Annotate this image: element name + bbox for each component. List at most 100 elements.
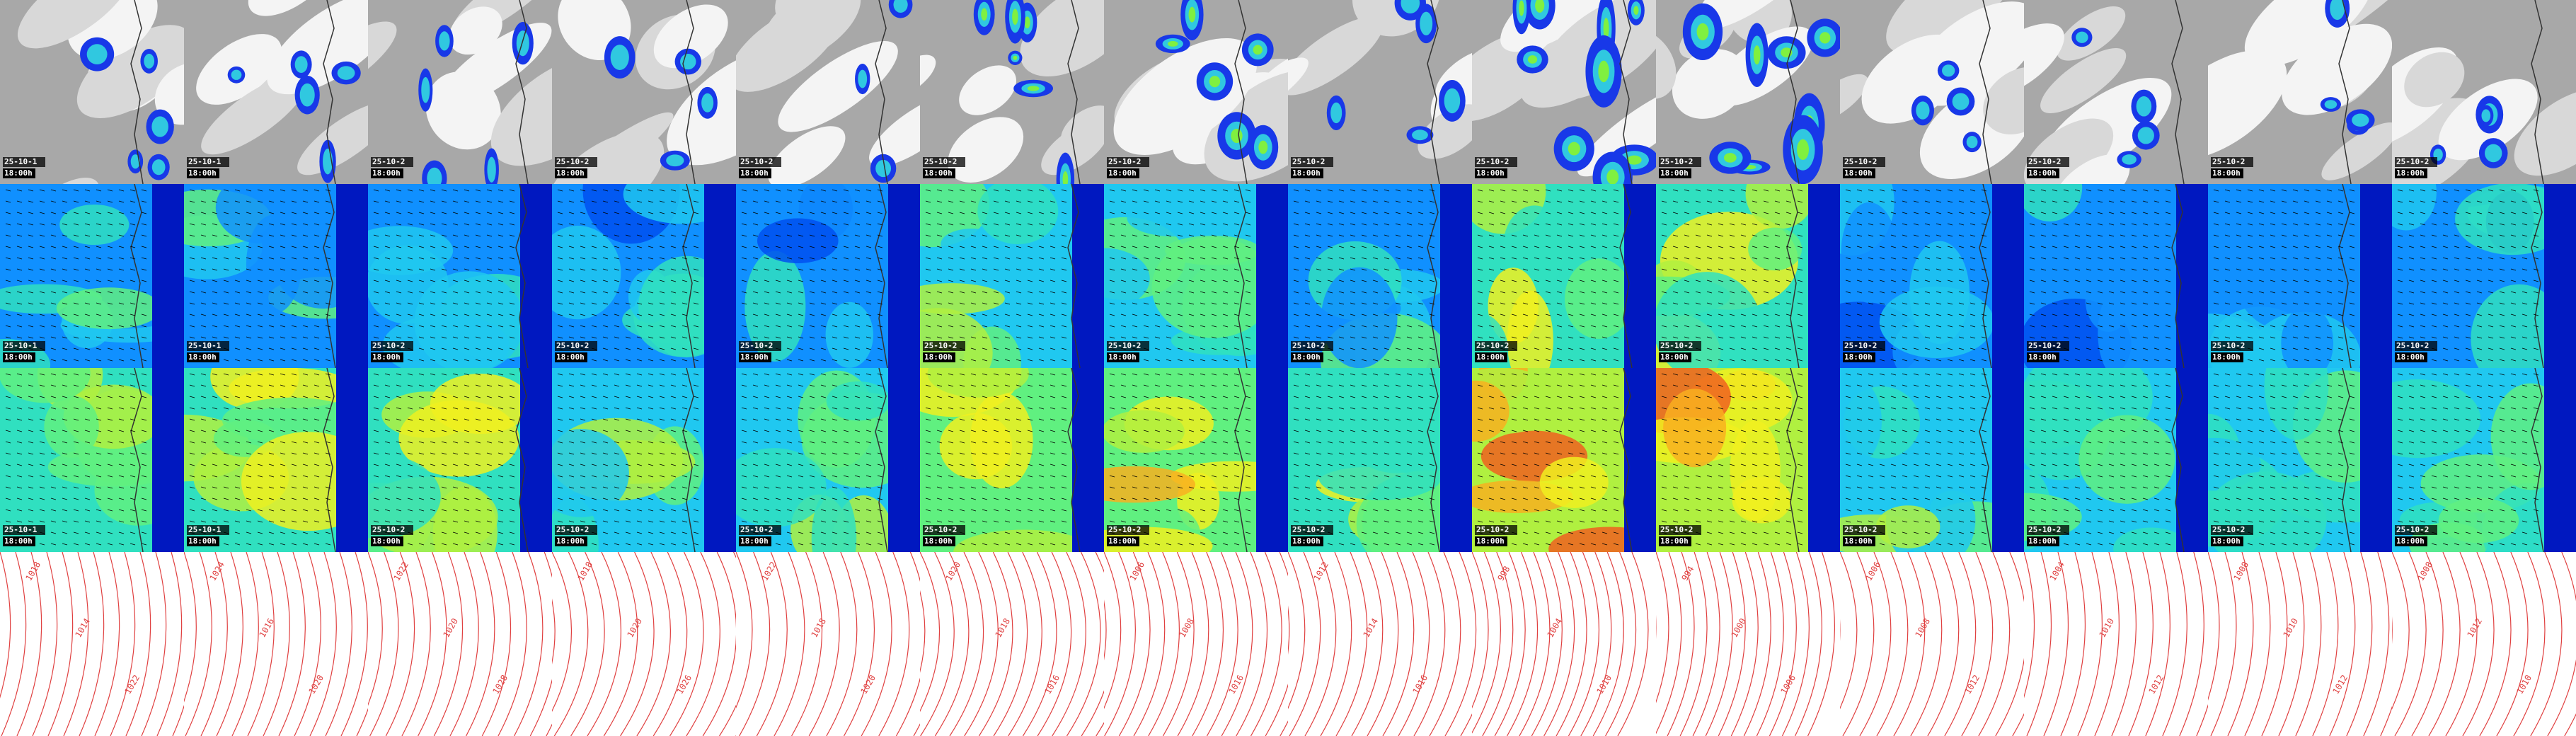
wind-arrow [73,418,79,421]
wind-arrow [1556,234,1563,237]
wind-arrow [602,291,609,294]
wind-arrow [602,430,609,432]
wind-arrow [936,189,943,192]
wind-arrow [200,280,207,282]
wind-arrow [452,314,459,316]
wind-arrow [1602,325,1608,328]
wind-arrow [407,475,413,478]
wind-arrow [498,441,504,444]
wind-arrow [1050,200,1056,203]
wind-arrow [1981,234,1987,237]
wind-arrow [475,486,481,489]
wind-arrow [970,520,977,523]
wind-arrow [28,407,34,410]
wind-arrow [693,441,699,444]
wind-arrow [809,325,815,328]
wind-arrow [741,396,747,398]
wind-arrow [1050,212,1056,214]
wind-arrow [384,291,391,294]
wind-arrow [1234,314,1240,316]
wind-arrow [1890,336,1897,339]
wind-arrow [1384,234,1390,237]
wind-arrow [96,430,102,432]
wind-arrow [118,257,125,260]
wind-arrow [418,291,425,294]
wind-arrow [1304,314,1311,316]
wind-arrow [1350,212,1356,214]
wind-arrow [396,430,402,432]
wind-arrow [1050,441,1056,444]
wind-arrow [1740,246,1747,248]
wind-arrow [982,373,988,376]
wind-arrow [1684,246,1690,248]
label-box [555,536,587,546]
wind-arrow [2476,200,2483,203]
wind-arrow [1200,359,1206,362]
wind-arrow [189,452,195,455]
wind-arrow [2154,314,2160,316]
wind-arrow [384,373,391,376]
wind-arrow [866,396,872,398]
wind-arrow [50,531,57,534]
wind-arrow [430,452,436,455]
wind-arrow [1684,336,1690,339]
wind-arrow [614,302,620,305]
wind-arrow [130,257,136,260]
wind-arrow [486,200,493,203]
wind-arrow [1579,280,1585,282]
wind-arrow [2063,234,2069,237]
wind-arrow [925,200,931,203]
wind-arrow [2131,234,2137,237]
wind-arrow [84,246,91,248]
precip [1330,102,1342,124]
wind-arrow [84,452,91,455]
wind-arrow [1200,257,1206,260]
wind-arrow [2247,234,2253,237]
wind-arrow [1050,336,1056,339]
wind-arrow [373,314,379,316]
wind-arrow [809,407,815,410]
wind-arrow [568,418,575,421]
wind-arrow [325,302,331,305]
field [222,397,362,444]
wind-arrow [693,509,699,512]
wind-arrow [820,280,827,282]
wind-arrow [1534,347,1540,350]
wind-arrow [648,268,654,271]
coastline [1234,184,1248,368]
wind-arrow [1477,325,1483,328]
wind-arrow [130,200,136,203]
wind-arrow [648,464,654,466]
wind-arrow [2029,336,2035,339]
wind-arrow [107,407,113,410]
wind-arrow [1120,280,1127,282]
field [1104,466,1196,503]
wind-arrow [1395,189,1401,192]
wind-arrow [2315,200,2321,203]
wind-arrow [970,384,977,387]
wind-arrow [1797,200,1803,203]
wind-arrow [1706,223,1713,226]
wind-arrow [5,268,11,271]
wind-arrow [464,498,470,500]
wind-arrow [1579,257,1585,260]
wind-arrow [2465,246,2471,248]
wind-arrow [1038,543,1045,546]
wind-arrow [752,418,759,421]
wind-arrow [2108,336,2115,339]
label-box [1291,352,1323,362]
wind-arrow [1304,336,1311,339]
cloud [1418,104,1472,159]
wind-arrow [1316,223,1322,226]
wind-arrow [798,359,804,362]
wind-arrow [1429,291,1435,294]
wind-arrow [302,407,309,410]
wind-arrow [2465,189,2471,192]
wind-arrow [302,212,309,214]
wind-arrow [314,291,320,294]
wind-arrow [809,452,815,455]
label-box [2027,341,2069,351]
wind-arrow [1511,291,1517,294]
wind-arrow [1740,325,1747,328]
precip [1412,130,1428,141]
